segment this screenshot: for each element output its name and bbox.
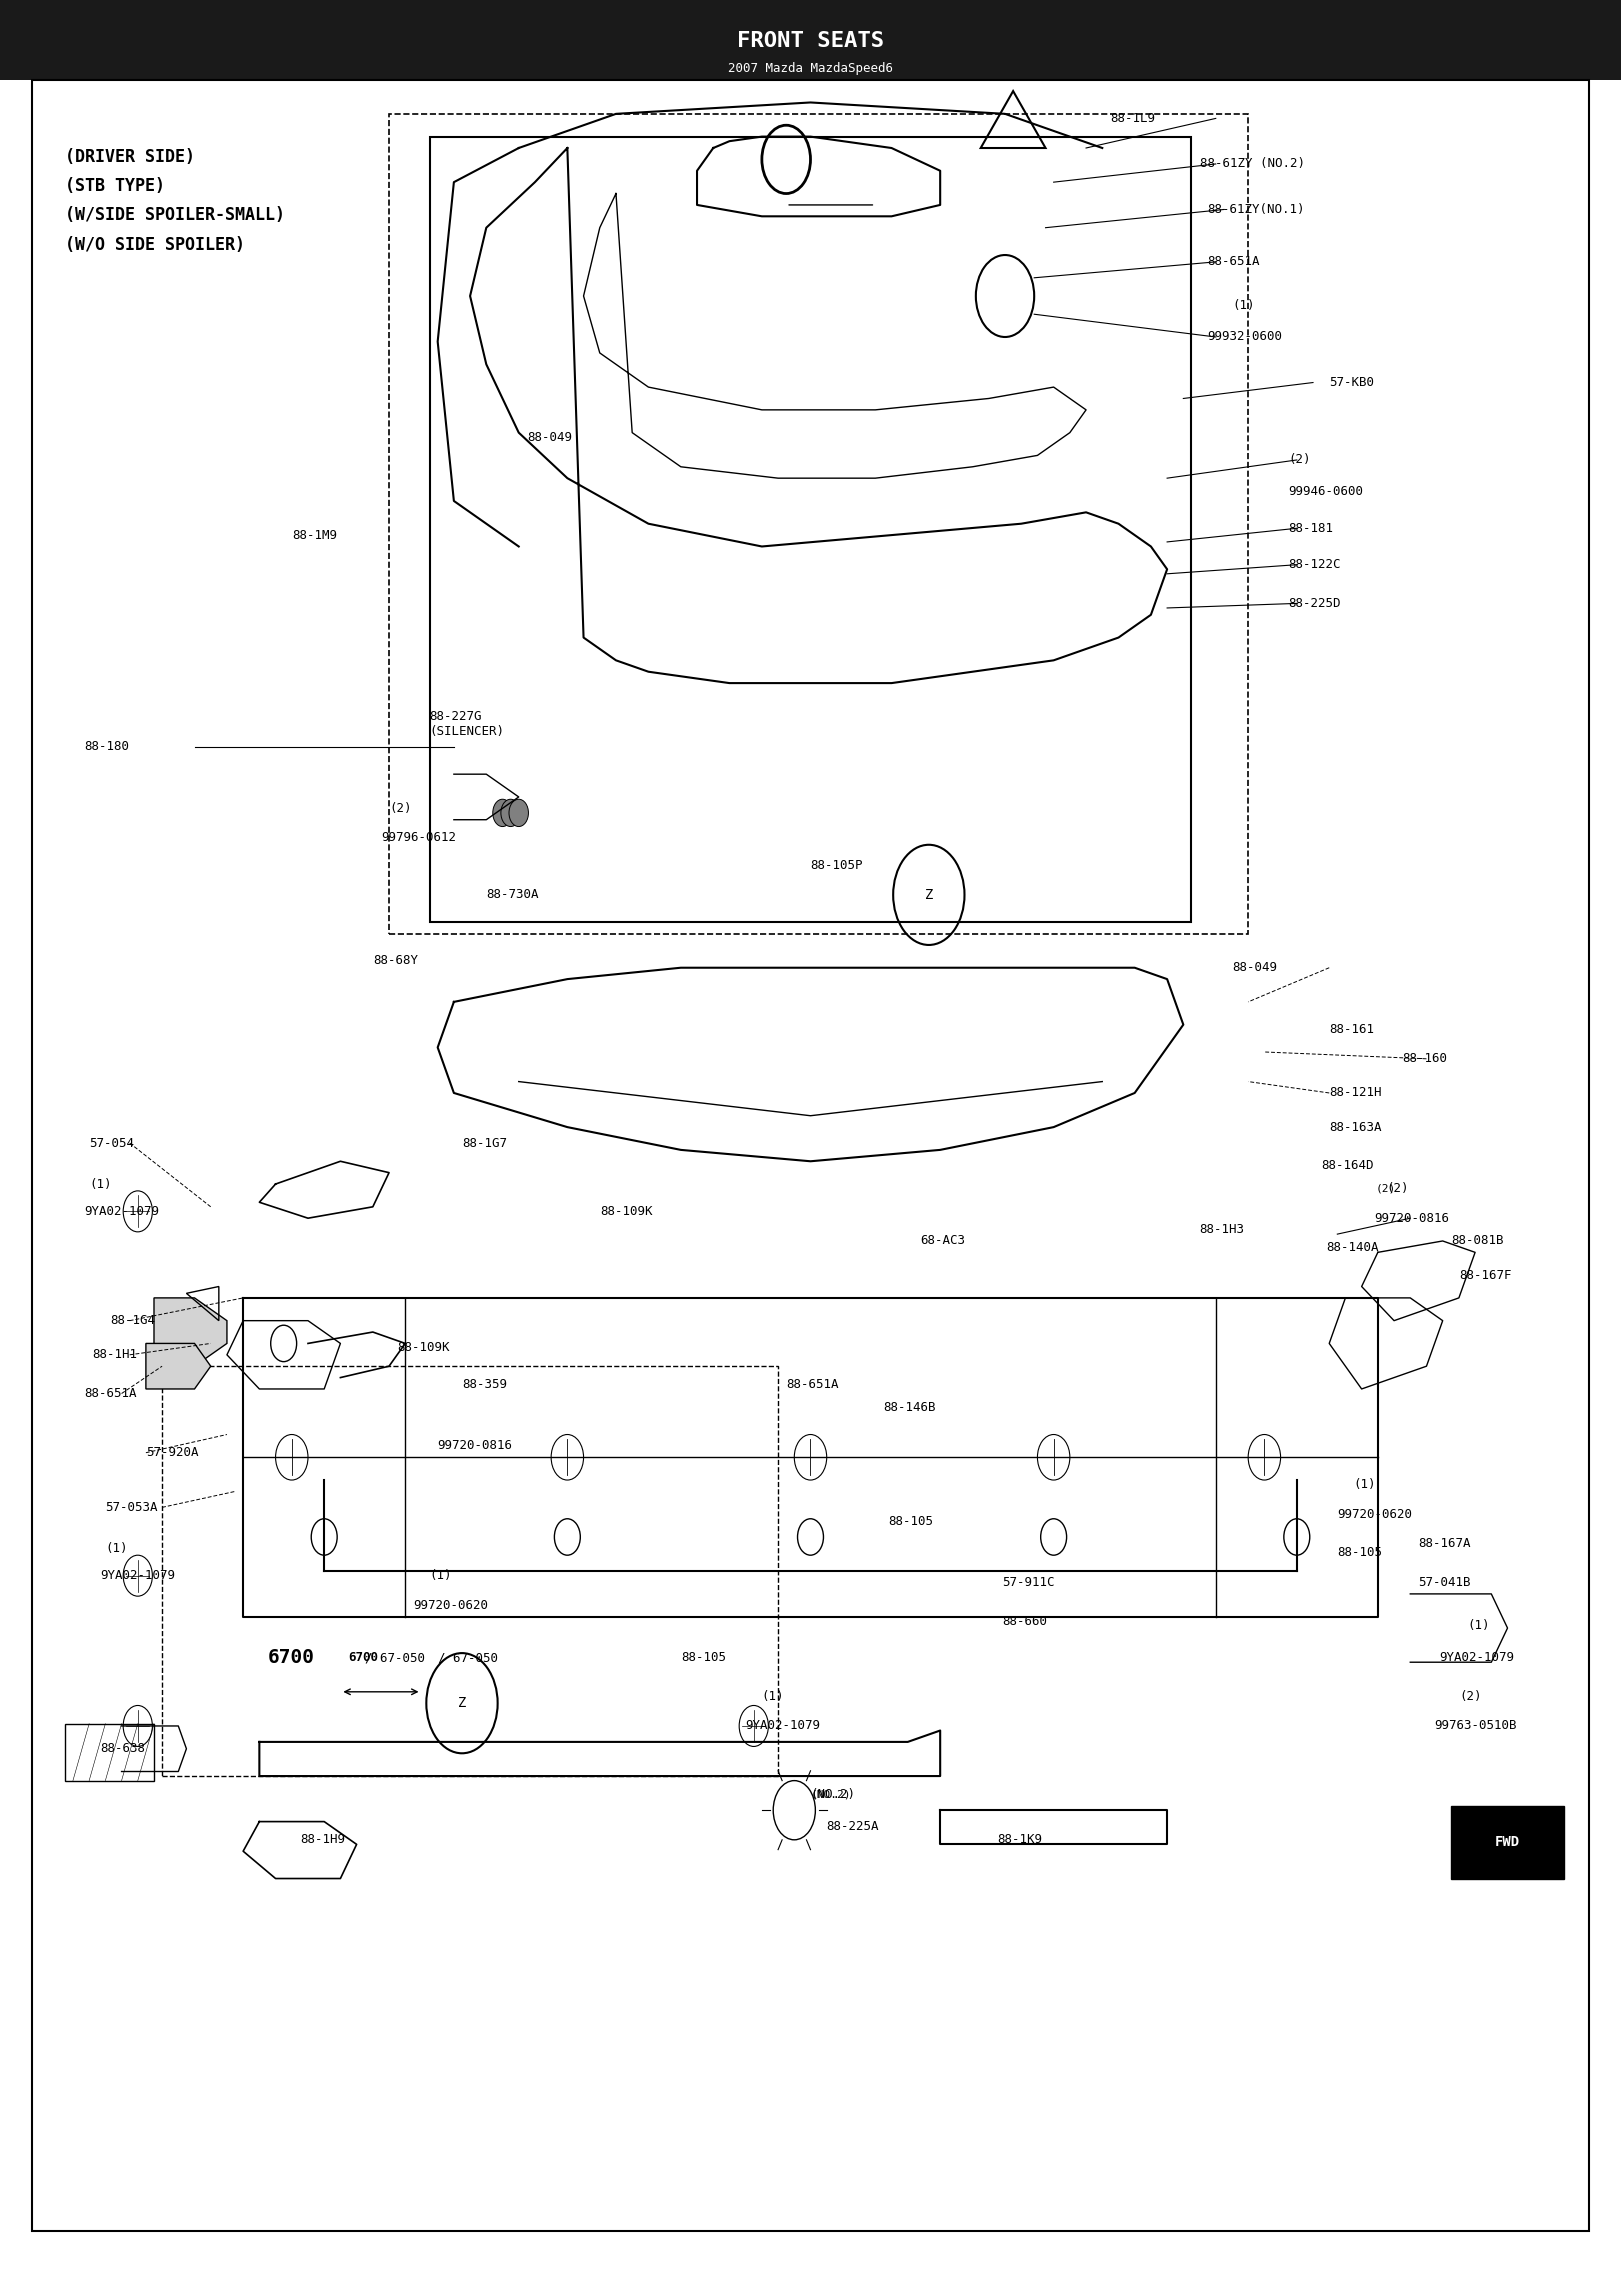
Text: 57-920A: 57-920A: [146, 1446, 198, 1460]
Text: 57-911C: 57-911C: [1002, 1576, 1054, 1589]
Text: 88-049: 88-049: [527, 430, 572, 444]
Text: (2): (2): [1459, 1690, 1482, 1703]
Text: 88-1H3: 88-1H3: [1200, 1223, 1245, 1236]
Circle shape: [509, 799, 528, 827]
Text: 88-180: 88-180: [84, 740, 130, 754]
Circle shape: [493, 799, 512, 827]
Text: Z: Z: [924, 888, 934, 902]
Text: (1): (1): [1232, 298, 1255, 312]
Text: 88-109K: 88-109K: [600, 1205, 652, 1218]
Text: 88-163A: 88-163A: [1329, 1120, 1381, 1134]
Text: 88-081B: 88-081B: [1451, 1234, 1503, 1248]
Text: 88-651A: 88-651A: [786, 1378, 838, 1391]
Text: 99763-0510B: 99763-0510B: [1435, 1719, 1517, 1733]
Text: 88-167F: 88-167F: [1459, 1268, 1511, 1282]
Text: 2007 Mazda MazdaSpeed6: 2007 Mazda MazdaSpeed6: [728, 61, 893, 75]
Text: 88-1H1: 88-1H1: [92, 1348, 138, 1362]
Text: 88-140A: 88-140A: [1326, 1241, 1378, 1255]
Text: (1): (1): [1354, 1478, 1376, 1491]
Text: 99720-0620: 99720-0620: [413, 1598, 488, 1612]
Text: 88-1L9: 88-1L9: [1110, 112, 1156, 125]
Bar: [162, 1366, 778, 1776]
Text: 68-AC3: 68-AC3: [921, 1234, 966, 1248]
Text: (1): (1): [762, 1690, 785, 1703]
Bar: [65, 1724, 154, 1781]
Text: 99932-0600: 99932-0600: [1208, 330, 1282, 344]
Text: 88-164D: 88-164D: [1321, 1159, 1373, 1173]
Text: 88-1M9: 88-1M9: [292, 528, 337, 542]
Text: 88-1G4: 88-1G4: [110, 1314, 156, 1327]
Text: (2): (2): [1376, 1184, 1396, 1193]
Text: (1): (1): [1467, 1619, 1490, 1633]
Text: 88-225A: 88-225A: [827, 1819, 879, 1833]
Text: 6700: 6700: [267, 1649, 314, 1667]
Text: 9YA02-1079: 9YA02-1079: [746, 1719, 820, 1733]
Text: 88-160: 88-160: [1402, 1052, 1448, 1066]
Text: 88-181: 88-181: [1289, 521, 1334, 535]
Bar: [0, 0, 1621, 80]
Text: 88-049: 88-049: [1232, 961, 1277, 975]
Text: 88-161: 88-161: [1329, 1022, 1375, 1036]
Text: (2): (2): [1386, 1182, 1409, 1195]
Text: 9YA02-1079: 9YA02-1079: [101, 1569, 175, 1583]
Text: 99720-0816: 99720-0816: [438, 1439, 512, 1453]
Text: 88-122C: 88-122C: [1289, 558, 1341, 572]
Text: 99720-0816: 99720-0816: [1375, 1211, 1449, 1225]
Text: 99720-0620: 99720-0620: [1337, 1507, 1412, 1521]
FancyBboxPatch shape: [1451, 1806, 1564, 1879]
Text: (1): (1): [430, 1569, 452, 1583]
Text: (NO.2): (NO.2): [810, 1787, 856, 1801]
Text: 88-651A: 88-651A: [1208, 255, 1260, 269]
Text: 88-105P: 88-105P: [810, 858, 862, 872]
Text: 88-1G7: 88-1G7: [462, 1136, 507, 1150]
Text: 6700: 6700: [349, 1651, 379, 1664]
Text: FRONT SEATS: FRONT SEATS: [738, 32, 883, 50]
Text: (1): (1): [89, 1177, 112, 1191]
Text: 99796-0612: 99796-0612: [381, 831, 456, 845]
Text: 88-167A: 88-167A: [1418, 1537, 1470, 1551]
Text: Z: Z: [457, 1696, 467, 1710]
Text: 88-146B: 88-146B: [883, 1400, 935, 1414]
Polygon shape: [146, 1343, 211, 1389]
Bar: [430, 137, 1191, 922]
Text: 57-KB0: 57-KB0: [1329, 376, 1375, 389]
Text: 88-109K: 88-109K: [397, 1341, 449, 1355]
Text: 88-105: 88-105: [1337, 1546, 1383, 1560]
Text: 88-61ZY(NO.1): 88-61ZY(NO.1): [1208, 203, 1305, 216]
Text: 88-121H: 88-121H: [1329, 1086, 1381, 1100]
Text: (2): (2): [389, 802, 412, 815]
Text: 88-61ZY (NO.2): 88-61ZY (NO.2): [1200, 157, 1305, 171]
Text: 88-68Y: 88-68Y: [373, 954, 418, 968]
Text: 88-359: 88-359: [462, 1378, 507, 1391]
Text: 9YA02-1079: 9YA02-1079: [84, 1205, 159, 1218]
Bar: [389, 114, 1248, 934]
Text: 88-660: 88-660: [1002, 1614, 1047, 1628]
Text: 88-730A: 88-730A: [486, 888, 538, 902]
Text: 88-1K9: 88-1K9: [997, 1833, 1042, 1847]
Text: (1): (1): [105, 1542, 128, 1555]
Text: 88-227G
(SILENCER): 88-227G (SILENCER): [430, 710, 504, 738]
Circle shape: [501, 799, 520, 827]
Text: 88-225D: 88-225D: [1289, 597, 1341, 610]
Text: 9YA02-1079: 9YA02-1079: [1439, 1651, 1514, 1664]
Text: FWD: FWD: [1495, 1835, 1520, 1849]
Text: 57-041B: 57-041B: [1418, 1576, 1470, 1589]
Text: (2): (2): [1289, 453, 1311, 467]
Text: 88-105: 88-105: [681, 1651, 726, 1664]
Text: 88-638: 88-638: [101, 1742, 146, 1756]
Text: 57-054: 57-054: [89, 1136, 135, 1150]
Text: 88-105: 88-105: [888, 1514, 934, 1528]
Text: 88-651A: 88-651A: [84, 1387, 136, 1400]
Text: (NO.2): (NO.2): [810, 1790, 851, 1799]
Text: (DRIVER SIDE)
(STB TYPE)
(W/SIDE SPOILER-SMALL)
(W/O SIDE SPOILER): (DRIVER SIDE) (STB TYPE) (W/SIDE SPOILER…: [65, 148, 285, 253]
Text: 57-053A: 57-053A: [105, 1501, 157, 1514]
Text: / 67-050: / 67-050: [365, 1651, 425, 1664]
Text: / 67-050: / 67-050: [438, 1651, 498, 1664]
Polygon shape: [154, 1298, 227, 1366]
Text: 99946-0600: 99946-0600: [1289, 485, 1363, 499]
Text: 88-1H9: 88-1H9: [300, 1833, 345, 1847]
